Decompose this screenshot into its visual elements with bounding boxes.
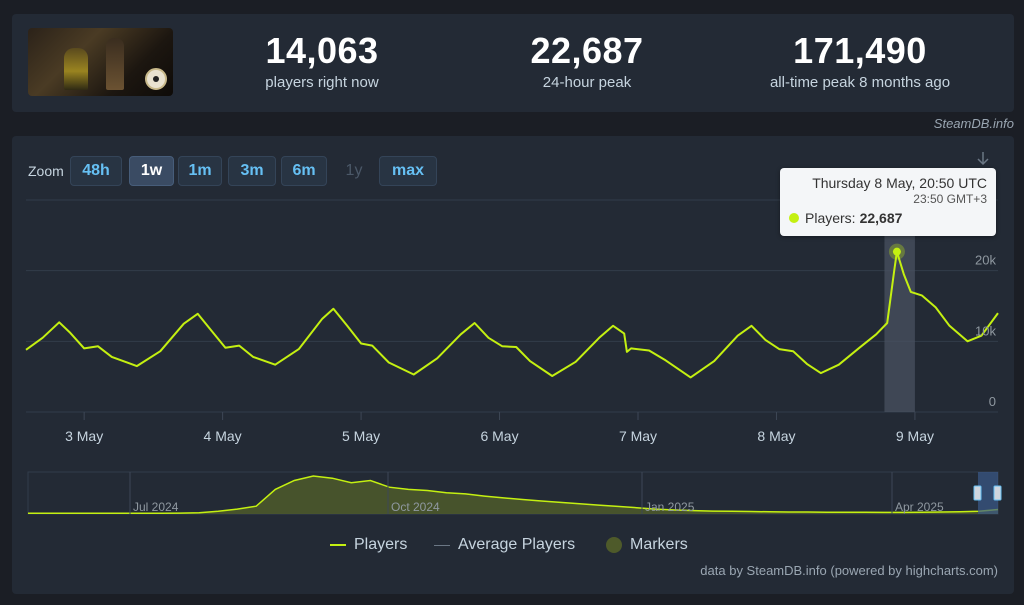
navigator-tick-label: Jul 2024: [133, 500, 179, 514]
navigator-selection: [978, 472, 998, 514]
game-thumbnail[interactable]: [28, 28, 173, 96]
zoom-button-1m[interactable]: 1m: [178, 156, 222, 186]
zoom-label: Zoom: [28, 163, 64, 179]
chart-legend: Players Average Players Markers: [12, 536, 1014, 556]
legend-item-markers[interactable]: Markers: [606, 536, 688, 554]
legend-item-players[interactable]: Players: [330, 536, 407, 554]
player-count-chart[interactable]: 0 10k 20k 3 May 4 May 5 May 6 May 7 May 8 May 9 …: [12, 136, 1014, 594]
stat-all-time-peak: 171,490 all-time peak 8 months ago: [750, 30, 970, 92]
x-axis-ticks: 3 May 4 May 5 May 6 May 7 May 8 May 9 May: [65, 412, 934, 444]
navigator[interactable]: Jul 2024 Oct 2024 Jan 2025 Apr 2025: [27, 471, 1002, 515]
zoom-button-48h[interactable]: 48h: [70, 156, 122, 186]
download-icon[interactable]: [977, 152, 989, 166]
x-tick-label: 3 May: [65, 428, 103, 444]
thumbnail-figure-2: [106, 38, 124, 90]
game-logo-icon: [145, 68, 167, 90]
legend-label: Markers: [630, 536, 688, 553]
stat-current-players: 14,063 players right now: [212, 30, 432, 92]
x-tick-label: 9 May: [896, 428, 934, 444]
legend-players-line-icon: [330, 544, 346, 546]
legend-item-average-players[interactable]: Average Players: [434, 536, 575, 554]
thumbnail-figure: [64, 48, 88, 90]
navigator-handle-left: [973, 485, 982, 501]
navigator-handle-right: [993, 485, 1002, 501]
navigator-area: [28, 476, 998, 514]
stat-value: 22,687: [530, 30, 644, 71]
steamdb-credit-link[interactable]: SteamDB.info: [933, 116, 1014, 131]
chart-tooltip: Thursday 8 May, 20:50 UTC 23:50 GMT+3 Pl…: [780, 168, 996, 236]
zoom-button-3m[interactable]: 3m: [228, 156, 276, 186]
tooltip-subtitle: 23:50 GMT+3: [913, 192, 987, 206]
y-axis-ticks: 0 10k 20k: [975, 253, 996, 409]
chart-credit[interactable]: data by SteamDB.info (powered by highcha…: [700, 563, 998, 578]
navigator-tick-label: Jan 2025: [645, 500, 695, 514]
series-layer: [25, 250, 999, 379]
y-tick-label: 20k: [975, 253, 996, 268]
y-tick-label: 0: [989, 394, 996, 409]
tooltip-title: Thursday 8 May, 20:50 UTC: [812, 175, 987, 191]
tooltip-series-label: Players:: [805, 210, 856, 226]
stat-24h-peak: 22,687 24-hour peak: [477, 30, 697, 92]
stat-value: 171,490: [793, 30, 927, 71]
stat-label: 24-hour peak: [542, 74, 632, 91]
tooltip-row: Players: 22,687: [789, 210, 987, 226]
legend-average-line-icon: [434, 544, 450, 546]
x-tick-label: 5 May: [342, 428, 380, 444]
x-tick-label: 8 May: [757, 428, 795, 444]
zoom-button-1y: 1y: [345, 162, 363, 179]
legend-marker-icon: [606, 537, 622, 553]
hover-point: [892, 247, 901, 256]
navigator-line: [28, 475, 999, 515]
x-tick-label: 6 May: [480, 428, 518, 444]
navigator-tick-label: Apr 2025: [895, 500, 944, 514]
x-tick-label: 7 May: [619, 428, 657, 444]
tooltip-series-dot: [789, 213, 799, 223]
x-tick-label: 4 May: [204, 428, 242, 444]
zoom-button-6m[interactable]: 6m: [281, 156, 327, 186]
legend-label: Average Players: [458, 536, 576, 553]
players-series-line: [25, 250, 999, 379]
stat-label: all-time peak 8 months ago: [769, 74, 951, 91]
hover-point-layer: [888, 243, 905, 260]
zoom-button-1w[interactable]: 1w: [129, 156, 174, 186]
legend-label: Players: [354, 536, 408, 553]
stat-value: 14,063: [265, 30, 379, 71]
y-tick-label: 10k: [975, 323, 996, 338]
tooltip-value: 22,687: [859, 210, 903, 226]
stat-label: players right now: [265, 74, 379, 91]
stats-panel: 14,063 players right now 22,687 24-hour …: [12, 14, 1014, 112]
navigator-tick-label: Oct 2024: [391, 500, 440, 514]
chart-panel: Zoom 48h 1w 1m 3m 6m 1y max 0 10k 20k 3 Ma…: [12, 136, 1014, 594]
zoom-button-max[interactable]: max: [379, 156, 437, 186]
